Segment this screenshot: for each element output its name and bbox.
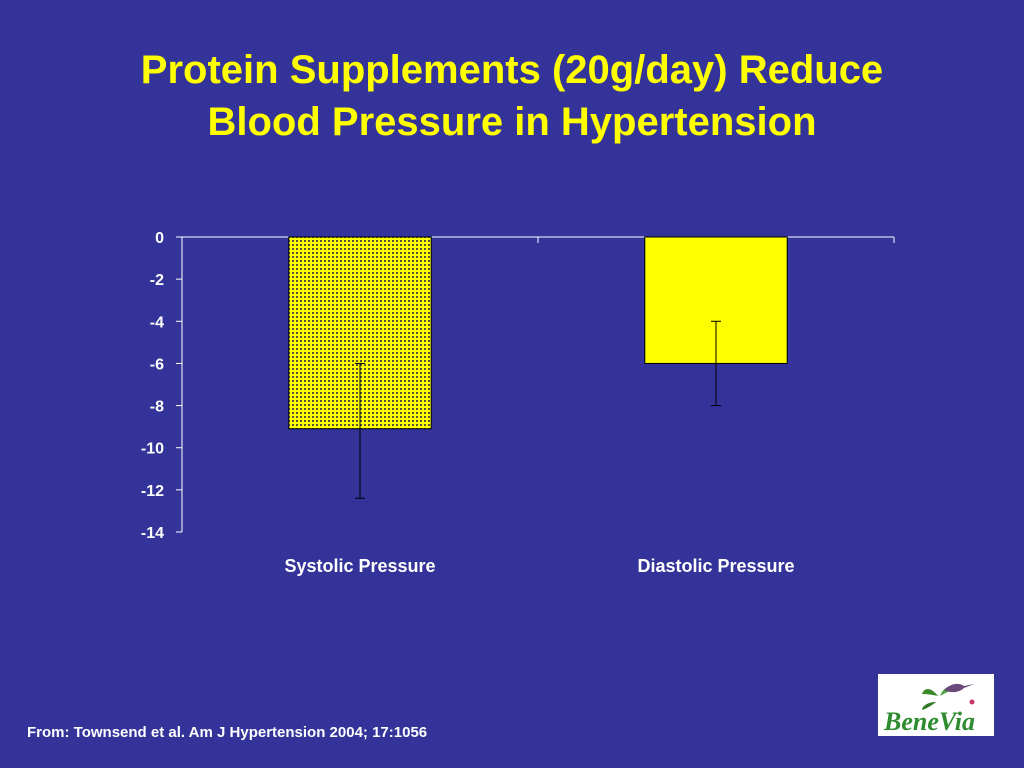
y-tick-label: -10 — [141, 441, 164, 458]
y-tick-label: -6 — [150, 356, 164, 373]
title-line-1: Protein Supplements (20g/day) Reduce — [140, 48, 884, 92]
y-tick-label: -8 — [150, 399, 164, 416]
logo-wordmark: BeneVia — [883, 707, 975, 736]
benevia-logo: BeneVia — [878, 674, 994, 736]
source-citation: From: Townsend et al. Am J Hypertension … — [27, 724, 428, 741]
x-category-label: Systolic Pressure — [284, 556, 435, 576]
x-category-label: Diastolic Pressure — [637, 556, 794, 576]
title-line-2: Blood Pressure in Hypertension — [207, 100, 817, 144]
y-tick-label: -2 — [150, 272, 164, 289]
y-tick-label: -4 — [150, 314, 164, 331]
y-tick-label: 0 — [155, 230, 164, 247]
slide-title: Protein Supplements (20g/day) Reduce Blo… — [40, 44, 984, 148]
y-tick-label: -12 — [141, 483, 164, 500]
y-tick-label: -14 — [141, 525, 164, 542]
